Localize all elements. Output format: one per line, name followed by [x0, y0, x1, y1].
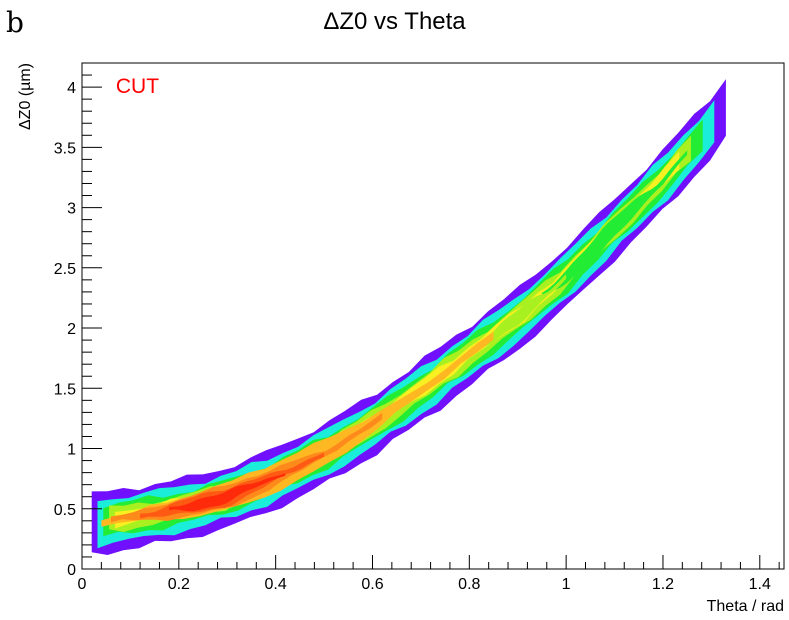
y-tick-label: 3.5: [54, 140, 76, 157]
y-axis-label: ΔZ0 (µm): [17, 63, 34, 130]
cut-annotation: CUT: [116, 75, 159, 98]
x-axis-ticks: 0 0.2 0.4 0.6 0.8 1 1.2 1.4: [78, 555, 780, 593]
x-tick-label: 1: [562, 576, 571, 593]
y-axis-ticks: 0 0.5 1 1.5 2 2.5 3 3.5 4: [54, 62, 102, 579]
x-tick-label: 1.2: [652, 576, 674, 593]
y-tick-label: 3: [67, 201, 76, 218]
y-tick-label: 0.5: [54, 502, 76, 519]
x-tick-label: 0: [78, 576, 87, 593]
x-tick-label: 0.2: [168, 576, 190, 593]
contour-level-yellow: [114, 151, 680, 529]
x-tick-label: 0.8: [458, 576, 480, 593]
contour-core-red: [169, 473, 286, 512]
contour-core-orange: [111, 412, 383, 523]
x-tick-label: 1.4: [749, 576, 771, 593]
contour-core-lime-patch: [479, 274, 567, 350]
y-tick-label: 4: [67, 80, 76, 97]
y-tick-label: 1.5: [54, 381, 76, 398]
y-tick-label: 2.5: [54, 261, 76, 278]
contour-layers: [91, 79, 726, 555]
contour-level-outer: [91, 79, 726, 555]
x-tick-label: 0.6: [361, 576, 383, 593]
chart-title: ΔZ0 vs Theta: [323, 8, 466, 35]
contour-core-green-patch: [541, 150, 688, 298]
y-tick-label: 0: [67, 562, 76, 579]
y-tick-label: 2: [67, 321, 76, 338]
y-tick-label: 1: [67, 442, 76, 459]
contour-level-green: [103, 119, 703, 537]
panel-letter: b: [6, 6, 24, 39]
x-tick-label: 0.4: [265, 576, 287, 593]
contour-core-dark-orange: [140, 452, 325, 519]
contour-level-lime: [109, 135, 692, 532]
x-axis-label: Theta / rad: [707, 598, 784, 615]
